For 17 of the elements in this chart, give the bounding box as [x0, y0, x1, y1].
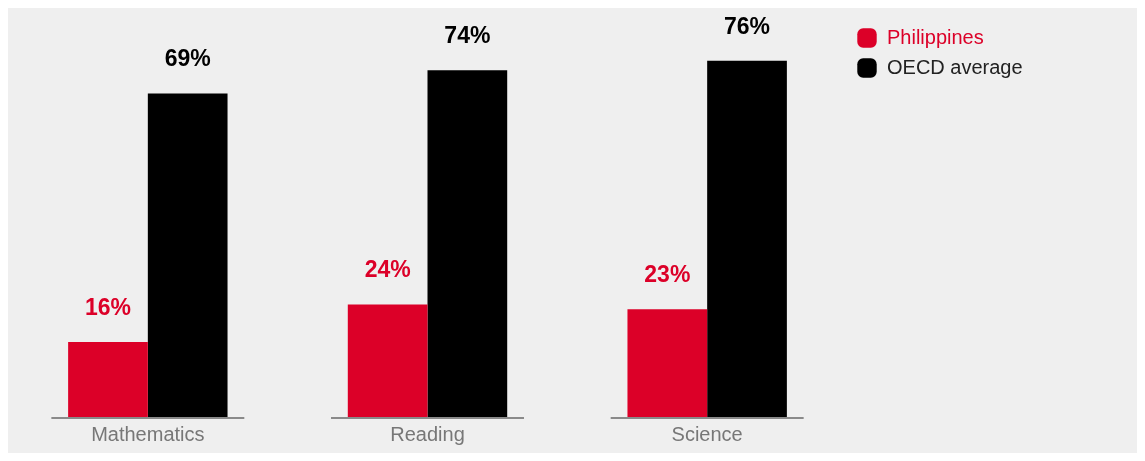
x-tick-label: Mathematics — [91, 422, 205, 445]
data-label: 74% — [444, 21, 491, 48]
bar — [147, 93, 228, 417]
bar — [627, 309, 708, 417]
data-label: 16% — [84, 293, 131, 320]
data-label: 24% — [364, 256, 411, 283]
bar — [347, 304, 428, 417]
x-tick-label: Reading — [390, 422, 465, 445]
data-label: 23% — [644, 261, 691, 288]
x-tick-label: Science — [671, 422, 743, 445]
data-label: 69% — [164, 45, 211, 72]
bar — [707, 60, 787, 417]
bar — [68, 342, 148, 417]
legend-label: OECD average — [887, 55, 1023, 78]
bar — [427, 70, 508, 417]
data-label: 76% — [724, 12, 771, 39]
legend-label: Philippines — [887, 25, 984, 48]
